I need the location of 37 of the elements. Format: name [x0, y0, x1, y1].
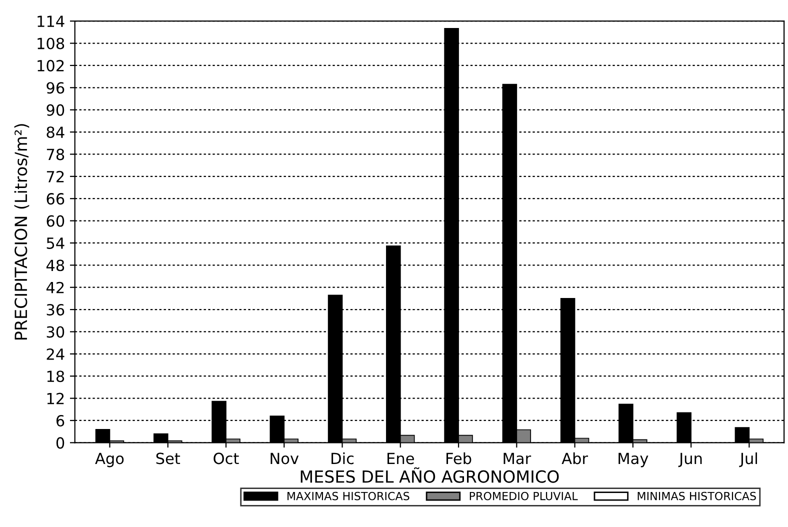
x-tick-label: Oct	[214, 452, 239, 464]
x-tick-label: Jul	[739, 452, 757, 468]
x-tick-label: Jun	[678, 452, 702, 468]
y-tick-label: 108	[38, 38, 64, 50]
x-tick-label: Abr	[562, 452, 588, 464]
y-tick-label: 96	[46, 82, 64, 94]
x-tick-label: Set	[156, 452, 180, 464]
y-tick-label: 60	[46, 215, 64, 227]
y-axis-title: PRECIPITACION (Litros/m²)	[14, 124, 30, 340]
y-tick-label: 90	[46, 104, 64, 116]
legend-label: MAXIMAS HISTORICAS	[288, 492, 410, 500]
legend-label: PROMEDIO PLUVIAL	[470, 492, 578, 500]
y-tick-label: 12	[47, 392, 64, 404]
y-tick-label: 36	[46, 304, 64, 316]
y-tick-label: 72	[46, 170, 64, 182]
y-tick-label: 54	[46, 238, 64, 249]
x-axis-title: MESES DEL AÑO AGRONOMICO	[300, 467, 559, 483]
y-tick-label: 24	[46, 348, 64, 360]
x-tick-label: Feb	[446, 452, 472, 464]
x-tick-label: Mar	[504, 452, 532, 464]
y-tick-label: 42	[46, 282, 64, 294]
x-tick-label: Nov	[270, 452, 299, 464]
y-tick-label: 102	[38, 60, 64, 72]
legend-label: MINIMAS HISTORICAS	[638, 492, 756, 500]
x-tick-label: Ago	[95, 452, 124, 468]
x-tick-label: Dic	[332, 452, 354, 464]
x-tick-label: Ene	[388, 452, 414, 464]
x-tick-label: May	[618, 452, 648, 468]
y-tick-label: 78	[46, 148, 64, 160]
y-tick-label: 6	[56, 414, 64, 427]
y-tick-label: 18	[47, 370, 64, 382]
y-tick-label: 0	[56, 437, 64, 449]
y-tick-label: 66	[46, 193, 64, 205]
y-tick-label: 114	[38, 16, 64, 27]
y-tick-label: 84	[46, 126, 64, 138]
y-tick-label: 48	[46, 260, 64, 272]
y-tick-label: 30	[46, 326, 64, 338]
